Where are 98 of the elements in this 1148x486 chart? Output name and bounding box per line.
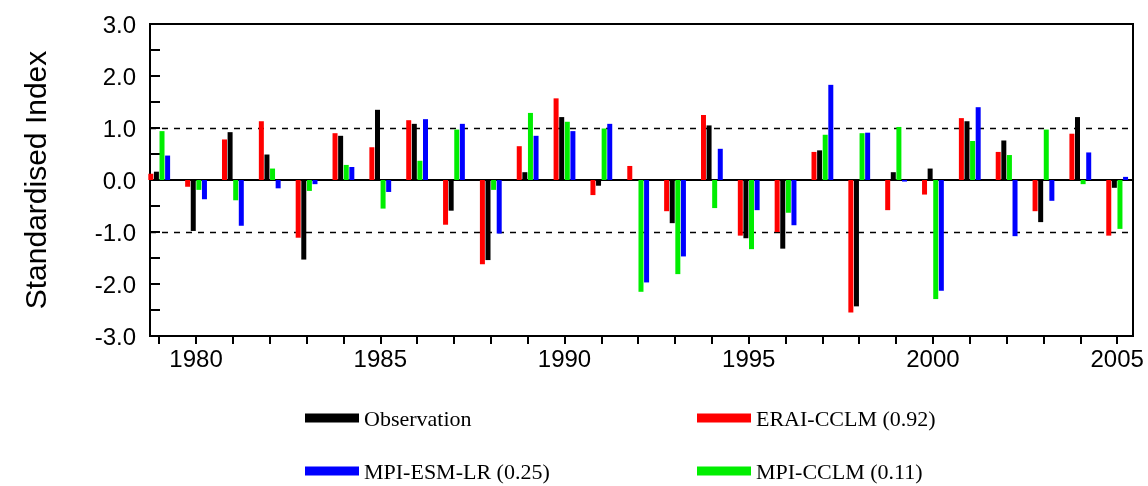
bar — [749, 180, 755, 250]
bar — [185, 180, 191, 187]
bar — [848, 180, 854, 313]
bar — [312, 180, 318, 185]
legend-label: Observation — [364, 405, 472, 431]
bar — [417, 160, 423, 180]
bar — [201, 180, 207, 200]
bar — [938, 180, 944, 291]
bar — [454, 129, 460, 180]
bar — [1006, 155, 1012, 180]
y-axis-title: Standardised Index — [18, 50, 52, 310]
bar — [343, 164, 349, 180]
x-tick-label: 1995 — [722, 344, 776, 372]
y-tick-label: 1.0 — [102, 114, 136, 142]
bar — [306, 180, 312, 191]
bar — [811, 151, 817, 180]
bar — [295, 180, 301, 238]
bar — [975, 107, 981, 180]
bar — [148, 173, 154, 180]
bar — [1086, 152, 1092, 180]
bar — [737, 180, 743, 236]
bar — [958, 118, 964, 180]
bar — [1049, 180, 1055, 201]
bar — [791, 180, 797, 226]
bar — [165, 155, 171, 180]
x-tick-label: 1980 — [169, 344, 223, 372]
bar — [258, 121, 264, 180]
bar — [533, 135, 539, 180]
bar — [516, 146, 522, 180]
bar — [675, 180, 681, 275]
bar — [222, 139, 227, 180]
bar — [386, 180, 392, 192]
bar — [1043, 129, 1049, 180]
legend-label: ERAI-CCLM (0.92) — [756, 405, 936, 431]
bar — [527, 112, 533, 180]
x-tick-label: 2000 — [906, 344, 960, 372]
bar — [1080, 180, 1086, 185]
bar — [828, 84, 834, 180]
bar — [774, 180, 780, 232]
bar — [995, 151, 1001, 180]
bar — [479, 180, 485, 265]
bar — [664, 180, 670, 212]
bar — [754, 180, 760, 211]
bar — [627, 165, 633, 180]
bar — [717, 148, 723, 180]
bar — [865, 132, 871, 180]
bar — [644, 180, 650, 283]
bar — [680, 180, 686, 257]
bar — [275, 180, 281, 189]
bar — [423, 119, 429, 180]
y-tick-label: 2.0 — [102, 62, 136, 90]
bar — [159, 131, 165, 180]
bar — [970, 141, 976, 180]
bar — [332, 133, 338, 180]
bar — [885, 180, 891, 211]
bar — [933, 180, 939, 300]
bar — [638, 180, 644, 292]
bar — [459, 123, 465, 180]
bar — [238, 180, 244, 226]
y-tick-label: 3.0 — [102, 10, 136, 38]
bar — [1117, 180, 1123, 229]
bar — [822, 134, 828, 180]
bar — [491, 180, 497, 190]
bar — [443, 180, 449, 225]
bar — [785, 180, 791, 213]
y-tick-label: -1.0 — [94, 218, 136, 246]
bar — [570, 131, 576, 180]
bar — [270, 168, 276, 180]
bar — [601, 128, 607, 180]
bar — [553, 98, 559, 180]
y-tick-label: -3.0 — [94, 322, 136, 350]
bar — [700, 115, 706, 180]
bar — [369, 147, 375, 180]
bar — [196, 180, 202, 190]
legend-label: MPI-ESM-LR (0.25) — [364, 458, 550, 484]
bar — [1106, 180, 1112, 236]
bar — [233, 180, 239, 201]
legend-label: MPI-CCLM (0.11) — [756, 458, 923, 484]
bar — [896, 126, 902, 180]
bar — [349, 167, 355, 180]
bar — [564, 121, 570, 180]
x-tick-label: 1985 — [353, 344, 407, 372]
x-tick-label: 2005 — [1090, 344, 1144, 372]
bar — [922, 180, 928, 195]
bar — [380, 180, 386, 209]
bar — [1032, 180, 1038, 212]
y-tick-label: -2.0 — [94, 270, 136, 298]
bar — [1069, 133, 1075, 180]
bar — [607, 123, 613, 180]
bar — [590, 180, 596, 196]
y-tick-label: 0.0 — [102, 166, 136, 194]
x-tick-label: 1990 — [537, 344, 592, 372]
bar — [859, 133, 865, 180]
bar — [1012, 180, 1018, 237]
bar — [712, 180, 718, 209]
bar — [1123, 176, 1129, 180]
bar — [496, 180, 502, 234]
bar — [406, 120, 412, 180]
